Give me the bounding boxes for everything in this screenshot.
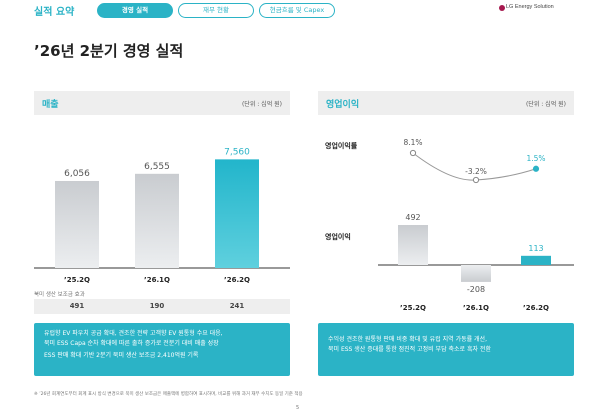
tab-performance[interactable]: 경영 실적 xyxy=(97,3,173,18)
op-panel-header: 영업이익 (단위 : 십억 원) xyxy=(318,91,574,115)
footnote: ※ ’26년 회계연도부터 회계 표시 방식 변경으로 북미 생산 보조금은 매… xyxy=(34,392,303,397)
sales-value-label: 6,056 xyxy=(64,169,90,179)
tab-financials[interactable]: 재무 현황 xyxy=(178,3,254,18)
page-title: ’26년 2분기 경영 실적 xyxy=(34,42,184,60)
x-tick-label: ’26.1Q xyxy=(463,304,489,312)
sales-commentary-line: ESS 판매 확대 기반 2분기 북미 생산 보조금 2,410억원 기록 xyxy=(44,352,199,359)
sales-commentary-line: 북미 ESS Capa 순차 확대에 따른 출하 증가로 전분기 대비 매출 성… xyxy=(44,339,219,347)
page-number: 5 xyxy=(296,405,300,411)
brand-logo: LG Energy Solution xyxy=(506,4,554,10)
op-label: 영업이익 xyxy=(326,100,360,110)
tax-credit-row: 491 190 241 xyxy=(34,299,290,314)
sales-unit: (단위 : 십억 원) xyxy=(241,101,282,108)
profit-value-label: -208 xyxy=(467,285,485,294)
margin-point xyxy=(472,176,480,184)
tab-cashflow-capex[interactable]: 현금흐름 및 Capex xyxy=(259,3,335,18)
op-profit-label: 영업이익 xyxy=(325,233,351,241)
sales-panel-header: 매출 (단위 : 십억 원) xyxy=(34,91,290,115)
sales-value-label: 6,555 xyxy=(144,162,170,172)
tax-credit-label: 북미 생산 보조금 효과 xyxy=(34,292,85,298)
margin-point xyxy=(409,149,417,157)
margin-value-label: 8.1% xyxy=(403,138,422,147)
op-commentary-line: 북미 ESS 생산 증대를 통한 점진적 고정비 부담 축소로 흑자 전환 xyxy=(328,345,491,353)
op-margin-label: 영업이익률 xyxy=(325,142,358,150)
x-tick-label: ’25.2Q xyxy=(400,304,426,312)
sales-label: 매출 xyxy=(42,100,59,110)
sales-commentary-box: 유럽향 EV 파우치 공급 확대, 견조한 전략 고객향 EV 원통형 수요 대… xyxy=(34,323,290,376)
profit-value-label: 492 xyxy=(405,213,420,222)
sales-bar xyxy=(55,180,99,268)
sales-bar xyxy=(215,159,259,268)
profit-bar xyxy=(521,255,551,265)
op-chart: 8.1% -3.2% 1.5% 492 ’25.2Q -208 ’26.1Q 113 ’26.2… xyxy=(378,138,574,312)
sales-chart: 6,056 ’25.2Q 6,555 ’26.1Q 7,560 ’26.2Q xyxy=(34,147,290,284)
lg-logo-icon xyxy=(499,5,505,11)
section-title: 실적 요약 xyxy=(34,7,75,18)
op-commentary-box: 수익성 견조한 원통형 판매 비중 확대 및 유럽 지역 가동률 개선, 북미 … xyxy=(318,323,574,376)
x-tick-label: ’26.1Q xyxy=(144,276,170,284)
sales-value-label: 7,560 xyxy=(224,147,250,157)
x-tick-label: ’25.2Q xyxy=(64,276,90,284)
x-tick-label: ’26.2Q xyxy=(523,304,549,312)
margin-value-label: 1.5% xyxy=(526,154,545,163)
profit-bar xyxy=(461,265,491,282)
op-unit: (단위 : 십억 원) xyxy=(525,101,566,108)
tax-credit-value: 491 xyxy=(69,302,85,310)
profit-bar xyxy=(398,225,428,265)
margin-value-label: -3.2% xyxy=(465,167,487,176)
op-commentary-line: 수익성 견조한 원통형 판매 비중 확대 및 유럽 지역 가동률 개선, xyxy=(328,336,487,343)
x-tick-label: ’26.2Q xyxy=(224,276,250,284)
tax-credit-value: 241 xyxy=(229,302,245,310)
profit-value-label: 113 xyxy=(528,244,543,253)
margin-point xyxy=(532,165,540,172)
sales-commentary-line: 유럽향 EV 파우치 공급 확대, 견조한 전략 고객향 EV 원통형 수요 대… xyxy=(44,330,223,337)
tax-credit-value: 190 xyxy=(149,302,165,310)
sales-bar xyxy=(135,173,179,268)
